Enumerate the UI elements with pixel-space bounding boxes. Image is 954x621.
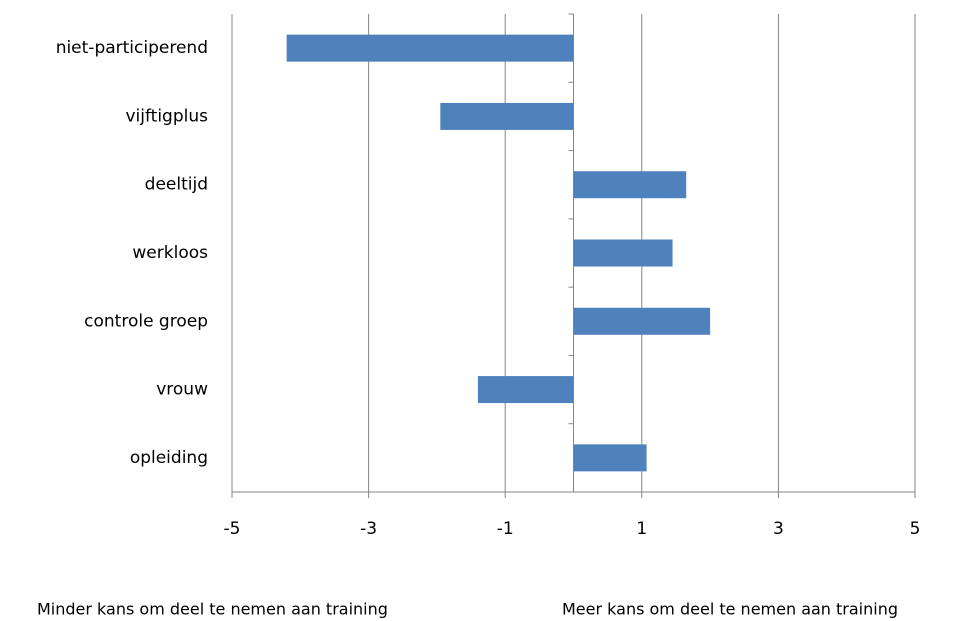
x-tick-label: -3	[360, 519, 377, 539]
x-tick-label: -1	[497, 519, 514, 539]
bar	[573, 239, 673, 267]
y-tick-label: werkloos	[132, 243, 208, 263]
x-tick-label: -5	[224, 519, 241, 539]
bar	[573, 444, 647, 472]
x-tick-label: 3	[773, 519, 784, 539]
y-tick-label: controle groep	[84, 311, 208, 331]
annotation-right: Meer kans om deel te nemen aan training	[562, 600, 898, 619]
bar	[477, 376, 574, 404]
annotation-left: Minder kans om deel te nemen aan trainin…	[37, 600, 388, 619]
x-tick-label: 5	[910, 519, 921, 539]
y-tick-label: vrouw	[156, 380, 208, 400]
bar	[440, 102, 574, 130]
bar	[286, 34, 574, 62]
y-tick-label: vijftigplus	[125, 106, 208, 126]
bar	[573, 307, 711, 335]
bar	[573, 171, 687, 199]
y-tick-label: opleiding	[130, 448, 208, 468]
x-tick-label: 1	[636, 519, 647, 539]
y-tick-label: deeltijd	[145, 175, 208, 195]
y-tick-label: niet-participerend	[56, 38, 208, 58]
